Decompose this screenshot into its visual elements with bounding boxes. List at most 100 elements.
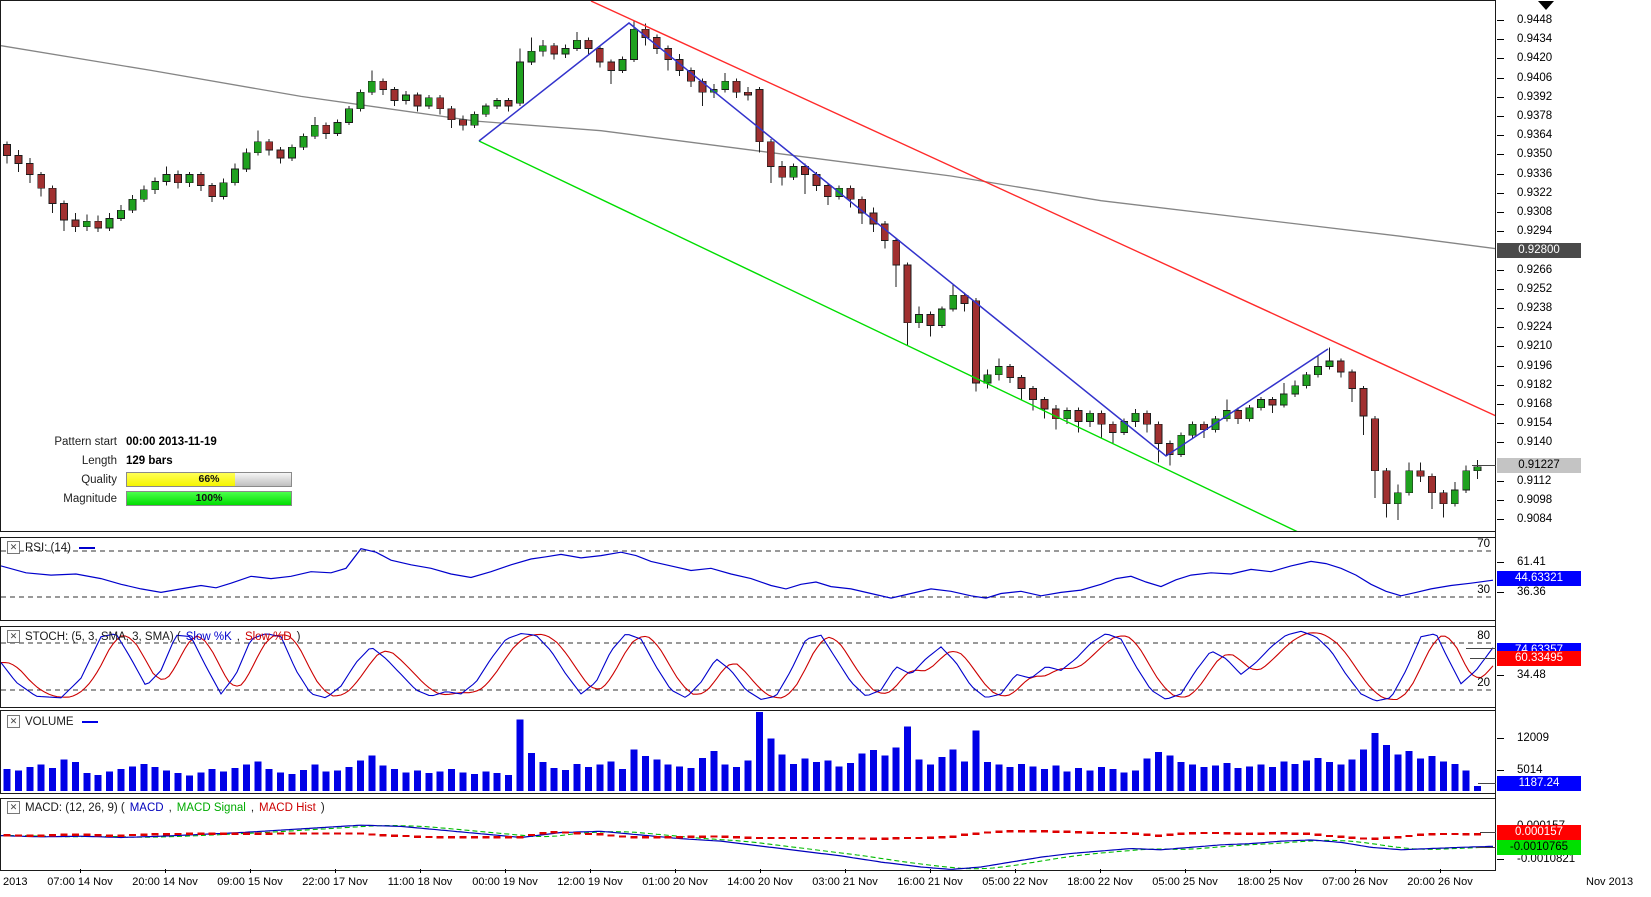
rsi-line-swatch (79, 546, 96, 549)
time-axis-tick (1355, 869, 1356, 873)
stoch-slow-d-line (1, 632, 1494, 701)
time-axis-tick (1015, 869, 1016, 873)
channel-lower-trendline (478, 140, 1298, 531)
quality-progress-bar: 66% (126, 472, 292, 487)
rsi-chart-canvas[interactable] (1, 538, 1495, 620)
rsi-line (1, 548, 1494, 599)
price-axis-gutter[interactable]: 0.9448 0.9434 0.9420 0.9406 0.9392 0.9378 0.93… (1496, 0, 1651, 897)
time-axis-tick (845, 869, 846, 873)
price-axis-tick: 0.9252 (1496, 282, 1552, 296)
time-axis-label: 00:00 19 Nov (472, 876, 538, 888)
stoch-axis-tick: 34.48 (1496, 668, 1546, 682)
macd-histogram (3, 829, 1482, 840)
price-axis-tick: 0.9406 (1496, 71, 1552, 85)
length-value: 129 bars (126, 454, 173, 467)
volume-legend: ✕ VOLUME (7, 715, 98, 728)
macd-legend-prefix: MACD: (12, 26, 9) ( (25, 801, 125, 814)
macd-sep1: , (168, 801, 172, 814)
macd-chart-canvas[interactable] (1, 799, 1495, 870)
time-axis-label: 03:00 21 Nov (812, 876, 878, 888)
time-axis-label: 09:00 15 Nov (217, 876, 283, 888)
time-axis-tick (335, 869, 336, 873)
rsi-checkbox-icon[interactable]: ✕ (7, 541, 20, 554)
pattern-start-label: Pattern start (54, 435, 117, 448)
time-axis-label: 18:00 25 Nov (1237, 876, 1303, 888)
time-axis-label: 12:00 19 Nov (557, 876, 623, 888)
time-axis-tick (505, 869, 506, 873)
volume-connector-line (1478, 783, 1496, 784)
candlestick-chart-canvas[interactable] (1, 1, 1495, 531)
time-axis-year-label: 2013 (3, 876, 28, 888)
scroll-to-end-triangle-icon[interactable] (1538, 1, 1554, 10)
stochastic-panel[interactable]: ✕ STOCH: (5, 3, SMA, 3, SMA) (Slow %K, S… (0, 626, 1496, 708)
time-axis-label: 20:00 26 Nov (1407, 876, 1473, 888)
price-chart-panel[interactable]: Pattern start 00:00 2013-11-19 Length 12… (0, 0, 1496, 532)
channel-upper-trendline (590, 1, 1495, 417)
candlestick-series (3, 21, 1482, 521)
stoch-level-20: 20 (1477, 677, 1490, 689)
macd-signal-label: MACD Signal (176, 801, 246, 814)
pattern-start-row: Pattern start 00:00 2013-11-19 (27, 434, 297, 449)
price-axis-tick: 0.9098 (1496, 493, 1552, 507)
time-axis-right-label: Nov 2013 (1586, 876, 1634, 888)
sma-line (1, 45, 1495, 250)
price-axis-tick: 0.9392 (1496, 90, 1552, 104)
rsi-level-30: 30 (1477, 584, 1490, 596)
time-axis-tick (165, 869, 166, 873)
time-axis-tick (760, 869, 761, 873)
time-axis-tick (675, 869, 676, 873)
rsi-axis-tick: 36.36 (1496, 585, 1546, 599)
volume-legend-label: VOLUME (25, 715, 74, 728)
quality-label: Quality (81, 473, 117, 486)
price-axis-tick: 0.9378 (1496, 109, 1552, 123)
time-axis-label: 05:00 22 Nov (982, 876, 1048, 888)
macd-axis-tick: -0.0010821 (1496, 852, 1575, 866)
time-axis-tick (1440, 869, 1441, 873)
quality-progress-fill (127, 473, 236, 486)
stoch-legend-sep: , (236, 630, 240, 643)
time-axis-tick (250, 869, 251, 873)
macd-panel[interactable]: ✕ MACD: (12, 26, 9) (MACD, MACD Signal, … (0, 798, 1496, 871)
rsi-legend-label: RSI: (14) (25, 541, 72, 554)
stoch-chart-canvas[interactable] (1, 627, 1495, 707)
rsi-value-badge: 44.63321 (1497, 571, 1581, 586)
price-axis-tick: 0.9140 (1496, 435, 1552, 449)
volume-chart-canvas[interactable] (1, 711, 1495, 793)
stoch-legend-prefix: STOCH: (5, 3, SMA, 3, SMA) ( (25, 630, 181, 643)
stoch-k-connector-line (1466, 648, 1496, 649)
macd-signal-line (1, 824, 1494, 870)
time-axis-tick (80, 869, 81, 873)
macd-signal-badge: -0.0010765 (1497, 840, 1581, 855)
volume-axis-tick: 12009 (1496, 731, 1549, 745)
length-label: Length (81, 454, 117, 467)
price-axis-tick: 0.9210 (1496, 339, 1552, 353)
pattern-length-row: Length 129 bars (27, 453, 297, 468)
volume-bar-swatch (81, 720, 98, 723)
rsi-panel[interactable]: ✕ RSI: (14) 70 30 (0, 537, 1496, 621)
price-axis-tick: 0.9294 (1496, 224, 1552, 238)
volume-checkbox-icon[interactable]: ✕ (7, 715, 20, 728)
magnitude-progress-bar: 100% (126, 491, 292, 506)
price-axis-tick: 0.9182 (1496, 378, 1552, 392)
volume-axis-tick: 5014 (1496, 763, 1543, 777)
stoch-slow-k-line (1, 630, 1494, 702)
time-axis-label: 20:00 14 Nov (132, 876, 198, 888)
price-axis-tick: 0.9350 (1496, 147, 1552, 161)
time-axis-tick (1185, 869, 1186, 873)
pattern-quality-row: Quality 66% (27, 472, 297, 487)
macd-hist-badge: 0.000157 (1497, 825, 1581, 840)
time-axis[interactable]: 2013 07:00 14 Nov 20:00 14 Nov 09:00 15 No… (0, 869, 1651, 897)
price-axis-tick: 0.9224 (1496, 320, 1552, 334)
price-axis-tick: 0.9238 (1496, 301, 1552, 315)
price-axis-tick: 0.9266 (1496, 263, 1552, 277)
price-axis-tick: 0.9084 (1496, 512, 1552, 526)
time-axis-label: 07:00 14 Nov (47, 876, 113, 888)
macd-checkbox-icon[interactable]: ✕ (7, 801, 20, 814)
volume-panel[interactable]: ✕ VOLUME (0, 710, 1496, 794)
time-axis-label: 18:00 22 Nov (1067, 876, 1133, 888)
stoch-checkbox-icon[interactable]: ✕ (7, 630, 20, 643)
time-axis-label: 22:00 17 Nov (302, 876, 368, 888)
rsi-level-70: 70 (1477, 538, 1490, 550)
macd-hist-label: MACD Hist (259, 801, 316, 814)
magnitude-progress-text: 100% (195, 492, 223, 504)
